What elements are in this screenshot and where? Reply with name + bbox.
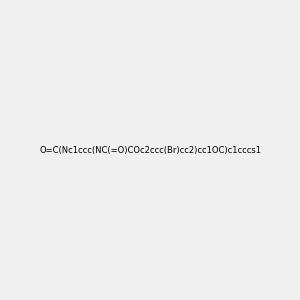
Text: O=C(Nc1ccc(NC(=O)COc2ccc(Br)cc2)cc1OC)c1cccs1: O=C(Nc1ccc(NC(=O)COc2ccc(Br)cc2)cc1OC)c1… [39,146,261,154]
